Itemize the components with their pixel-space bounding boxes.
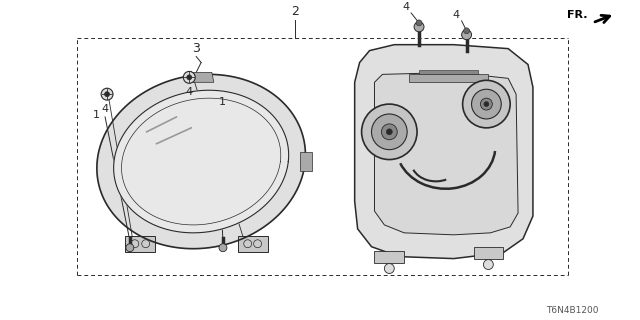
Circle shape [472,89,501,119]
Text: 3: 3 [192,42,200,55]
Circle shape [141,240,150,248]
Circle shape [463,80,510,128]
Text: 1: 1 [93,110,100,120]
Circle shape [484,102,489,107]
Circle shape [362,104,417,160]
Polygon shape [190,72,214,82]
Polygon shape [97,74,305,249]
Circle shape [416,20,422,26]
Circle shape [481,98,492,110]
Polygon shape [374,251,404,262]
Circle shape [253,240,262,248]
Circle shape [131,240,139,248]
Circle shape [219,244,227,252]
Circle shape [126,244,134,252]
Circle shape [387,129,392,135]
Text: 1: 1 [219,97,226,107]
Circle shape [385,264,394,274]
Circle shape [244,240,252,248]
Polygon shape [125,236,155,252]
Text: FR.: FR. [567,10,588,20]
Polygon shape [238,236,268,252]
Circle shape [463,28,470,34]
Polygon shape [409,74,488,82]
Circle shape [381,124,397,140]
Polygon shape [300,152,312,172]
Polygon shape [474,247,503,259]
Polygon shape [374,72,518,235]
Text: T6N4B1200: T6N4B1200 [547,306,599,315]
Circle shape [104,92,109,97]
Text: 4: 4 [452,10,460,20]
Polygon shape [355,45,533,259]
Text: 4: 4 [186,87,193,97]
Circle shape [101,88,113,100]
Polygon shape [114,90,289,233]
Polygon shape [419,70,479,74]
Circle shape [414,22,424,32]
Circle shape [187,75,192,80]
Circle shape [461,30,472,40]
Text: 4: 4 [402,2,409,12]
Circle shape [483,260,493,269]
Text: 4: 4 [102,104,109,114]
Circle shape [371,114,407,150]
Circle shape [183,71,195,83]
Text: 2: 2 [291,5,299,18]
